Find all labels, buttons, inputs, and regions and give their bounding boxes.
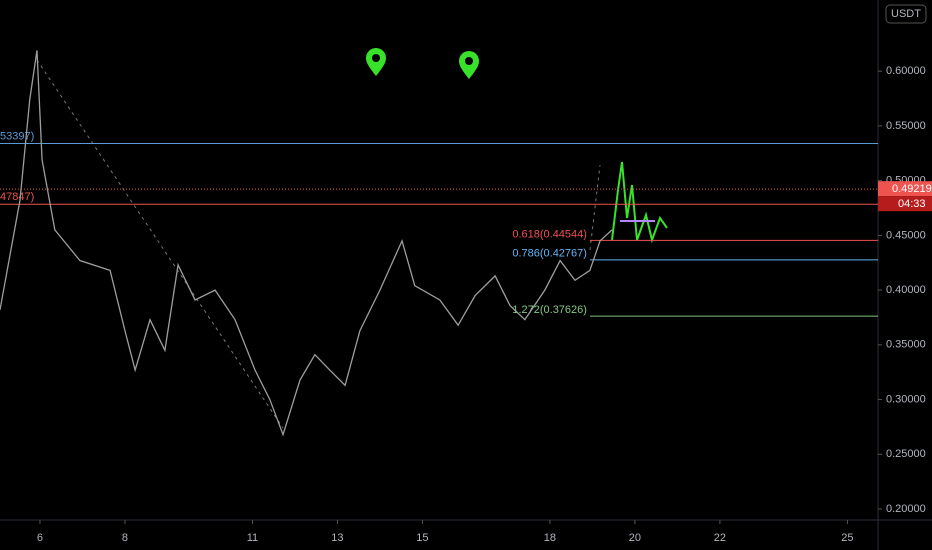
trend-line [589, 164, 601, 251]
level-label: 47847) [0, 191, 34, 203]
y-tick-label: 0.30000 [886, 393, 926, 405]
y-tick-label: 0.45000 [886, 229, 926, 241]
y-tick-label: 0.20000 [886, 503, 926, 515]
projection-path [611, 161, 668, 244]
y-tick-label: 0.55000 [886, 120, 926, 132]
y-tick-label: 0.35000 [886, 339, 926, 351]
currency: USDT [891, 8, 921, 20]
timer-label: 04:33 [898, 198, 926, 210]
x-tick-label: 15 [416, 532, 428, 544]
x-tick-label: 25 [841, 532, 853, 544]
x-tick-label: 18 [544, 532, 556, 544]
price-line [0, 50, 613, 437]
price-tag [878, 181, 932, 197]
pin-icon [459, 51, 479, 79]
fib-label: 1.272(0.37626) [512, 304, 587, 316]
x-tick-label: 11 [247, 532, 258, 544]
fib-label: 0.618(0.44544) [512, 228, 587, 240]
fib-label: 0.786(0.42767) [512, 248, 587, 260]
trend-line [36, 59, 284, 429]
x-tick-label: 8 [122, 532, 128, 544]
y-tick-label: 0.40000 [886, 284, 926, 296]
y-tick-label: 0.25000 [886, 448, 926, 460]
pin-icon [366, 48, 386, 76]
x-tick-label: 20 [629, 532, 641, 544]
x-tick-label: 6 [37, 532, 43, 544]
currency-box[interactable] [885, 4, 927, 24]
x-tick-label: 13 [331, 532, 343, 544]
x-tick-label: 22 [714, 532, 726, 544]
price-tag-label: 0.49219 [892, 183, 932, 195]
timer-tag [878, 196, 932, 212]
level-label: 53397) [0, 130, 34, 142]
y-tick-label: 0.60000 [886, 65, 926, 77]
